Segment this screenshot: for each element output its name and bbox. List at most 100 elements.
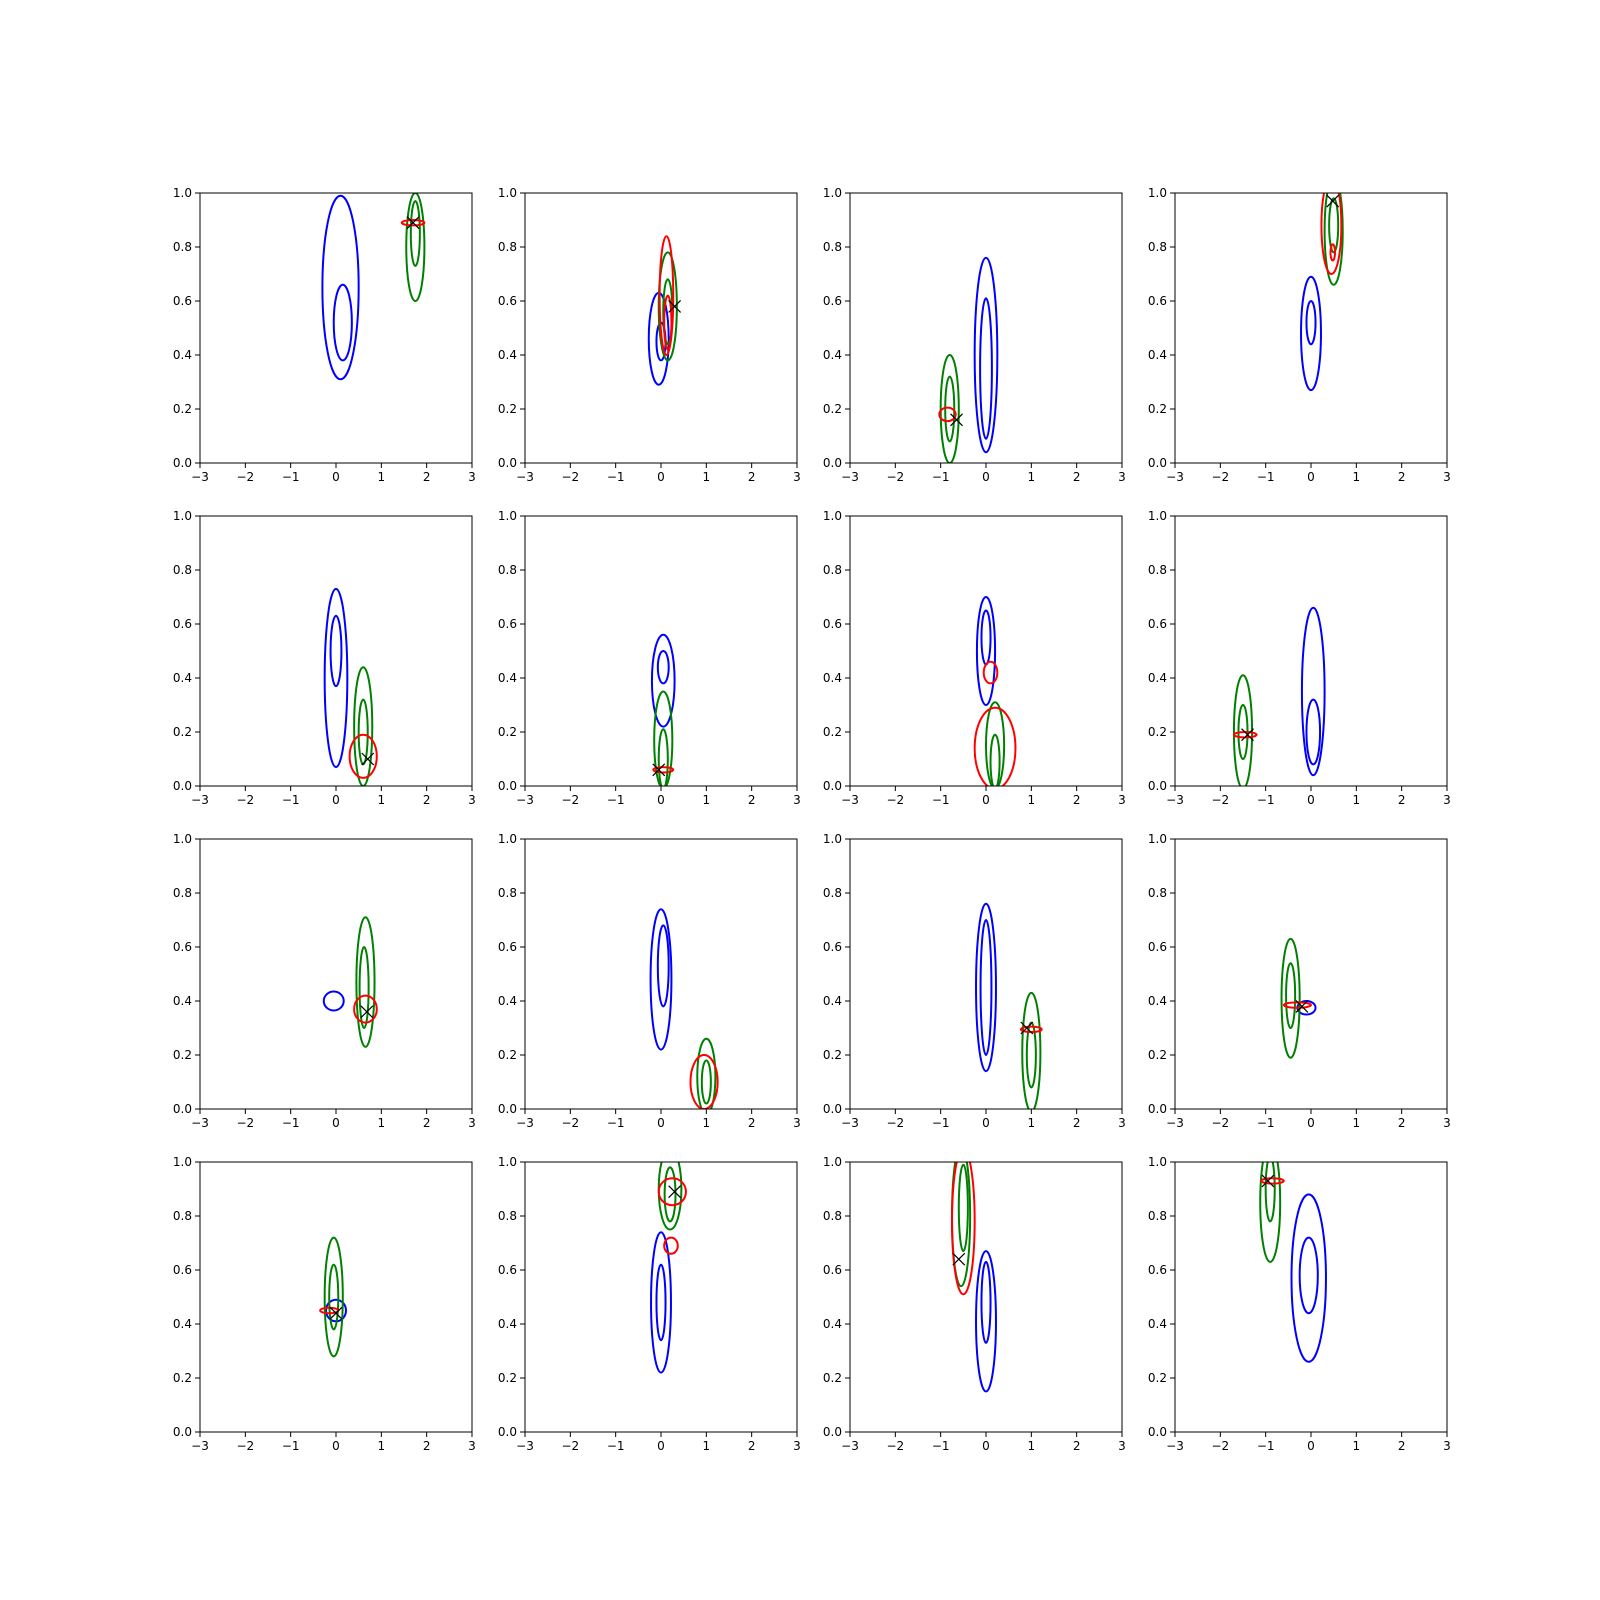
x-tick-label: −3 — [516, 1439, 534, 1453]
red-contour — [400, 219, 426, 227]
x-tick-label: 3 — [1118, 793, 1126, 807]
x-tick-label: −2 — [886, 470, 904, 484]
x-tick-label: −3 — [516, 1116, 534, 1130]
axes-frame — [1174, 1161, 1448, 1433]
axes-frame — [849, 192, 1123, 464]
x-tick-label: 3 — [793, 793, 801, 807]
green-contour — [1264, 1162, 1276, 1223]
y-tick-label: 0.6 — [1148, 940, 1167, 954]
y-tick-label: 1.0 — [498, 832, 517, 846]
blue-contour — [322, 990, 345, 1012]
x-tick-label: 0 — [657, 1116, 665, 1130]
axes-frame — [524, 838, 798, 1110]
x-marker — [406, 216, 420, 230]
y-tick-label: 0.0 — [823, 779, 842, 793]
y-tick-label: 0.6 — [498, 1263, 517, 1277]
panel-plot-area — [322, 916, 378, 1048]
y-tick-label: 0.2 — [1148, 402, 1167, 416]
blue-contour — [980, 1260, 992, 1344]
axes-frame — [199, 1161, 473, 1433]
y-tick-label: 0.6 — [823, 617, 842, 631]
axes-frame — [199, 515, 473, 787]
y-tick-label: 0.2 — [498, 725, 517, 739]
green-contour — [944, 375, 956, 443]
y-tick-label: 0.4 — [173, 348, 192, 362]
panel-plot-area — [975, 902, 1043, 1109]
x-tick-label: 3 — [468, 1439, 476, 1453]
x-tick-label: 1 — [1353, 793, 1361, 807]
x-tick-label: 0 — [332, 470, 340, 484]
x-tick-label: 2 — [1073, 470, 1081, 484]
x-tick-label: −2 — [561, 470, 579, 484]
x-tick-label: 0 — [657, 793, 665, 807]
x-tick-label: 2 — [1073, 1116, 1081, 1130]
y-tick-label: 0.8 — [173, 240, 192, 254]
x-tick-label: 3 — [793, 1439, 801, 1453]
y-tick-label: 0.4 — [498, 1317, 517, 1331]
panel-7: −3 −2 −1 0 1 2 3 0.0 0.2 0.4 0.6 0.8 1.0 — [823, 509, 1126, 807]
x-tick-label: 1 — [703, 470, 711, 484]
x-tick-label: −2 — [886, 793, 904, 807]
x-tick-label: 0 — [982, 1439, 990, 1453]
y-tick-label: 1.0 — [498, 509, 517, 523]
x-tick-label: 0 — [982, 470, 990, 484]
x-tick-label: 3 — [793, 470, 801, 484]
y-tick-label: 0.6 — [823, 294, 842, 308]
green-contour — [357, 698, 369, 766]
y-tick-label: 0.4 — [173, 1317, 192, 1331]
y-tick-label: 0.2 — [1148, 725, 1167, 739]
y-tick-label: 0.8 — [498, 886, 517, 900]
y-tick-label: 1.0 — [823, 509, 842, 523]
axes-frame — [199, 838, 473, 1110]
x-tick-label: 2 — [1073, 793, 1081, 807]
y-tick-label: 0.8 — [823, 1209, 842, 1223]
y-tick-label: 0.6 — [173, 294, 192, 308]
x-tick-label: 2 — [423, 1439, 431, 1453]
blue-contour — [980, 609, 992, 666]
green-contour — [657, 251, 678, 362]
x-tick-label: −1 — [1257, 470, 1275, 484]
y-tick-label: 0.2 — [498, 402, 517, 416]
x-tick-label: 2 — [748, 1116, 756, 1130]
x-tick-label: −1 — [607, 470, 625, 484]
y-tick-label: 0.4 — [823, 348, 842, 362]
x-tick-label: 0 — [982, 1116, 990, 1130]
y-tick-label: 0.8 — [173, 886, 192, 900]
y-tick-label: 0.8 — [823, 240, 842, 254]
x-tick-label: 2 — [748, 793, 756, 807]
red-contour — [1329, 243, 1337, 262]
y-tick-label: 1.0 — [173, 509, 192, 523]
y-tick-label: 1.0 — [1148, 509, 1167, 523]
x-tick-label: −1 — [282, 470, 300, 484]
panel-4: −3 −2 −1 0 1 2 3 0.0 0.2 0.4 0.6 0.8 1.0 — [1148, 186, 1451, 484]
green-contour — [989, 733, 1001, 786]
x-tick-label: 1 — [1353, 1439, 1361, 1453]
y-tick-label: 0.6 — [498, 617, 517, 631]
panel-9: −3 −2 −1 0 1 2 3 0.0 0.2 0.4 0.6 0.8 1.0 — [173, 832, 476, 1130]
blue-contour — [1300, 275, 1322, 392]
blue-contour — [656, 650, 670, 685]
y-tick-label: 0.0 — [173, 779, 192, 793]
y-tick-label: 0.0 — [1148, 779, 1167, 793]
panel-13: −3 −2 −1 0 1 2 3 0.0 0.2 0.4 0.6 0.8 1.0 — [173, 1155, 476, 1453]
y-tick-label: 1.0 — [173, 1155, 192, 1169]
blue-contour — [1305, 300, 1317, 346]
y-tick-label: 0.6 — [498, 940, 517, 954]
panel-plot-area — [650, 633, 676, 786]
panel-plot-area — [1259, 1162, 1327, 1363]
panel-plot-area — [973, 596, 1017, 786]
x-tick-label: 0 — [657, 1439, 665, 1453]
x-tick-label: −2 — [1211, 1116, 1229, 1130]
y-tick-label: 1.0 — [173, 186, 192, 200]
y-tick-label: 0.8 — [1148, 563, 1167, 577]
x-tick-label: 2 — [1398, 470, 1406, 484]
y-tick-label: 0.2 — [173, 725, 192, 739]
red-contour — [689, 1054, 719, 1109]
axes-frame — [199, 192, 473, 464]
blue-contour — [650, 633, 676, 728]
red-contour — [951, 1162, 976, 1296]
x-tick-label: 3 — [468, 793, 476, 807]
green-contour — [696, 1037, 717, 1109]
y-tick-label: 0.0 — [1148, 1425, 1167, 1439]
y-tick-label: 0.4 — [823, 1317, 842, 1331]
